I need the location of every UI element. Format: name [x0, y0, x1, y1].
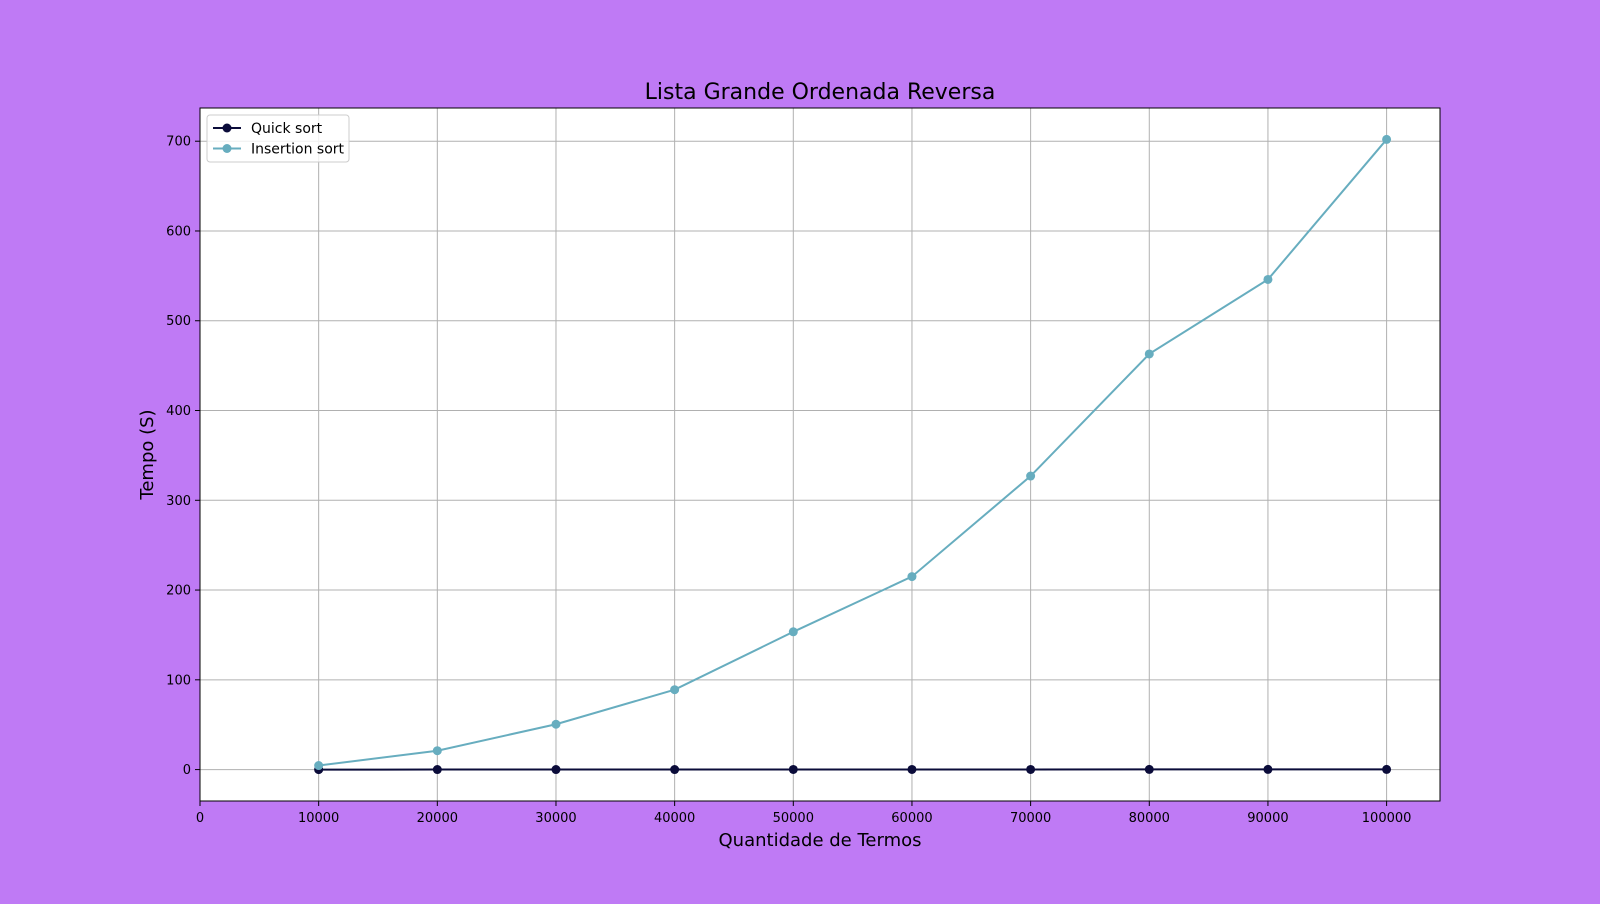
legend-label: Insertion sort [251, 142, 345, 158]
data-point [433, 746, 442, 755]
chart-title: Lista Grande Ordenada Reversa [645, 80, 996, 105]
x-tick-label: 50000 [773, 811, 814, 826]
y-axis-ticks: 0 100 200 300 400 500 600 700 [166, 135, 200, 778]
data-point [433, 765, 442, 774]
data-point [1026, 472, 1035, 481]
data-point [670, 765, 679, 774]
legend: Quick sort Insertion sort [207, 115, 349, 162]
data-point [1026, 765, 1035, 774]
y-tick-label: 200 [166, 584, 191, 599]
y-tick-label: 500 [166, 314, 191, 329]
y-tick-label: 400 [166, 404, 191, 419]
data-point [907, 765, 916, 774]
x-tick-label: 60000 [891, 811, 932, 826]
data-point [670, 685, 679, 694]
x-tick-label: 100000 [1362, 811, 1412, 826]
plot-background [200, 108, 1440, 801]
legend-marker [223, 124, 232, 133]
y-tick-label: 300 [166, 494, 191, 509]
x-tick-label: 20000 [417, 811, 458, 826]
y-tick-label: 100 [166, 673, 191, 688]
x-axis-title: Quantidade de Termos [719, 830, 922, 851]
data-point [551, 765, 560, 774]
x-axis-ticks: 0 10000 20000 30000 40000 50000 60000 70000 8000… [196, 801, 1412, 826]
y-axis-title: Tempo (S) [137, 409, 158, 500]
x-tick-label: 30000 [535, 811, 576, 826]
x-tick-label: 90000 [1247, 811, 1288, 826]
data-point [1145, 349, 1154, 358]
x-tick-label: 80000 [1129, 811, 1170, 826]
data-point [907, 572, 916, 581]
legend-label: Quick sort [251, 121, 323, 137]
data-point [1263, 765, 1272, 774]
y-tick-label: 700 [166, 135, 191, 150]
y-tick-label: 0 [183, 763, 191, 778]
data-point [314, 761, 323, 770]
x-tick-label: 10000 [298, 811, 339, 826]
data-point [789, 627, 798, 636]
legend-marker [223, 144, 232, 153]
data-point [789, 765, 798, 774]
data-point [1382, 135, 1391, 144]
x-tick-label: 70000 [1010, 811, 1051, 826]
data-point [551, 720, 560, 729]
data-point [1145, 765, 1154, 774]
x-tick-label: 40000 [654, 811, 695, 826]
y-tick-label: 600 [166, 224, 191, 239]
x-tick-label: 0 [196, 811, 204, 826]
data-point [1263, 275, 1272, 284]
data-point [1382, 765, 1391, 774]
